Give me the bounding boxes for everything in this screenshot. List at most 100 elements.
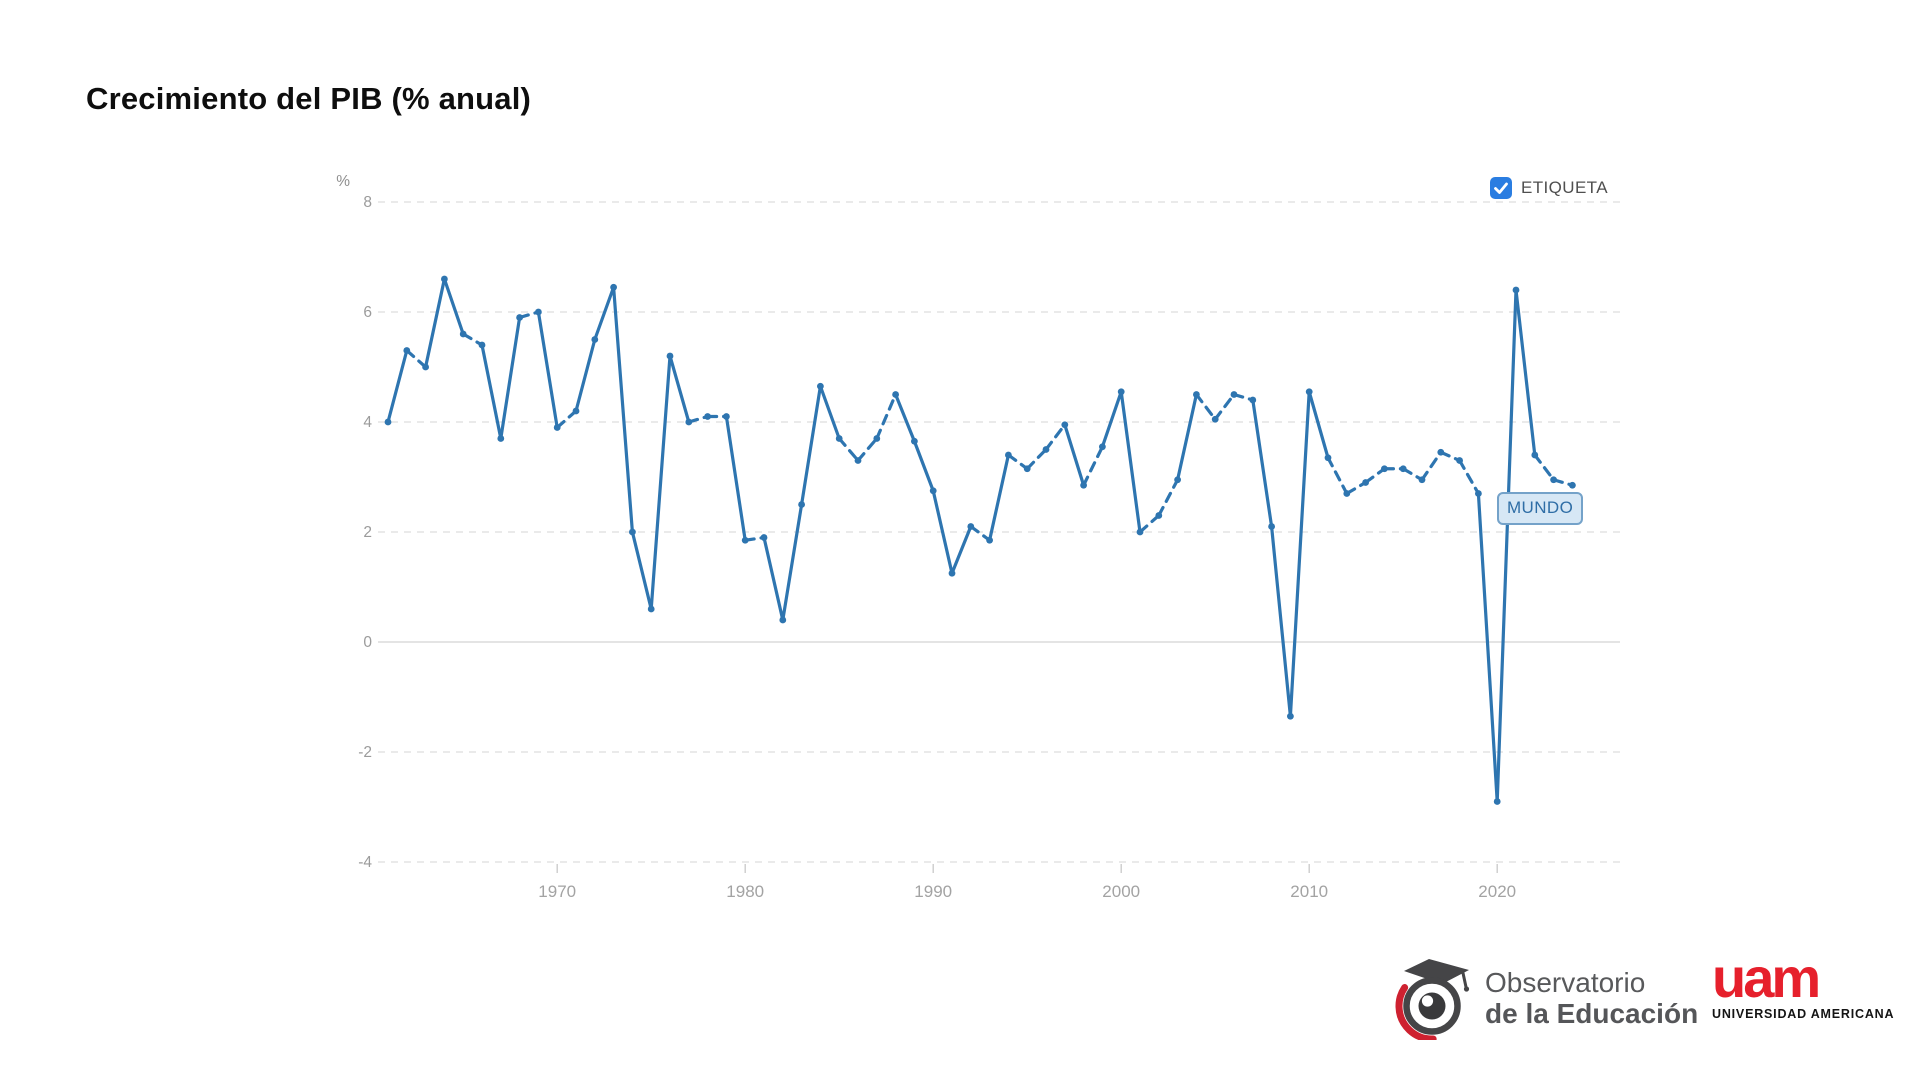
data-point-1965: [459, 330, 467, 338]
series-segment: [1175, 392, 1199, 482]
data-point-2018: [1456, 457, 1463, 464]
data-point-1994: [1005, 451, 1012, 459]
series-segment: [893, 392, 917, 443]
series-segment: [950, 524, 973, 575]
data-point-1992: [967, 523, 975, 530]
series-segment: [611, 285, 635, 534]
data-point-1973: [610, 283, 617, 291]
data-point-2015: [1399, 465, 1407, 473]
legend: ETIQUETA: [1490, 177, 1608, 199]
data-point-1978: [704, 413, 711, 420]
series-segment: [442, 277, 465, 336]
series-segment: [856, 436, 879, 463]
data-point-2009: [1287, 712, 1294, 720]
series-segment: [987, 453, 1011, 542]
data-point-2003: [1174, 476, 1181, 484]
data-point-1987: [873, 435, 881, 442]
observatorio-eye-icon: [1395, 959, 1470, 1040]
series-segment: [480, 343, 503, 441]
x-tick-label: 2010: [1290, 882, 1328, 901]
data-point-1997: [1061, 421, 1069, 429]
series-segment: [724, 414, 747, 542]
series-segment: [1345, 480, 1368, 496]
data-point-1985: [835, 435, 843, 442]
legend-label[interactable]: ETIQUETA: [1521, 178, 1608, 197]
data-point-1967: [497, 435, 505, 442]
series-segment: [555, 409, 578, 430]
data-point-1993: [986, 536, 993, 544]
data-point-1986: [854, 457, 862, 464]
data-point-1995: [1023, 465, 1031, 473]
checkmark-icon: [1494, 182, 1508, 194]
page-title: Crecimiento del PIB (% anual): [86, 80, 532, 116]
series-segment: [1063, 423, 1086, 487]
data-point-1980: [741, 536, 749, 544]
x-tick-label: 1970: [538, 882, 576, 901]
data-point-1998: [1080, 481, 1087, 489]
y-tick-label: 4: [363, 414, 372, 431]
series-segment: [969, 524, 992, 542]
uam-wordmark: uam: [1712, 946, 1821, 1009]
series-segment: [405, 348, 428, 369]
series-segment: [837, 436, 860, 463]
y-tick-label: 0: [363, 634, 372, 651]
series-segment: [1476, 491, 1499, 804]
data-point-2000: [1117, 388, 1125, 396]
series-segment: [1363, 467, 1387, 485]
data-point-1963: [422, 363, 429, 371]
data-point-1970: [553, 424, 561, 431]
x-tick-label: 2000: [1102, 882, 1140, 901]
series-segment: [1251, 398, 1274, 529]
data-point-1991: [948, 569, 956, 577]
series-segment: [1194, 392, 1217, 421]
data-point-1979: [723, 413, 730, 420]
series-label-mundo[interactable]: MUNDO: [1497, 492, 1584, 525]
data-point-2024: [1569, 481, 1576, 489]
data-point-2021: [1512, 286, 1520, 294]
data-point-1966: [478, 341, 486, 349]
data-point-2012: [1343, 490, 1351, 497]
series-segment: [1514, 288, 1537, 457]
data-point-2001: [1136, 528, 1144, 536]
series-segment: [536, 310, 559, 430]
series-segment: [1044, 423, 1067, 452]
series-segment: [1439, 450, 1462, 463]
data-point-1977: [685, 418, 693, 426]
series-segment: [461, 332, 484, 347]
data-point-2014: [1381, 465, 1388, 473]
data-point-2008: [1268, 523, 1275, 530]
data-point-2010: [1305, 388, 1313, 396]
series-segment: [931, 489, 954, 575]
data-point-2023: [1550, 476, 1557, 484]
series-segment: [1157, 478, 1180, 518]
data-point-1972: [591, 336, 599, 343]
data-point-2011: [1324, 454, 1332, 462]
etiqueta-checkbox[interactable]: [1490, 177, 1512, 199]
y-tick-label: -2: [358, 744, 372, 761]
data-point-2016: [1418, 476, 1426, 484]
series-segment: [1119, 390, 1142, 534]
y-tick-label: 8: [363, 194, 372, 211]
observatorio-logo: Observatorio de la Educación: [1393, 956, 1698, 1040]
data-point-1999: [1099, 443, 1106, 451]
series-segment: [1495, 288, 1518, 804]
series-segment: [1138, 513, 1161, 534]
data-point-1988: [892, 391, 899, 398]
series-segment: [499, 315, 522, 441]
data-point-1981: [760, 534, 768, 541]
series-segment: [574, 337, 597, 413]
y-tick-label: 2: [363, 524, 372, 541]
x-tick-label: 1980: [726, 882, 764, 901]
series-segment: [1307, 390, 1330, 460]
data-point-1962: [403, 347, 411, 354]
series-segment: [1401, 467, 1424, 482]
series-segment: [1025, 447, 1048, 471]
series-segment: [1100, 390, 1123, 449]
data-point-1968: [516, 314, 523, 321]
series-segment: [1269, 524, 1293, 718]
x-tick-label: 2020: [1478, 882, 1516, 901]
series-segment: [762, 535, 785, 622]
data-point-2005: [1211, 415, 1219, 423]
y-tick-label: 6: [363, 304, 372, 321]
